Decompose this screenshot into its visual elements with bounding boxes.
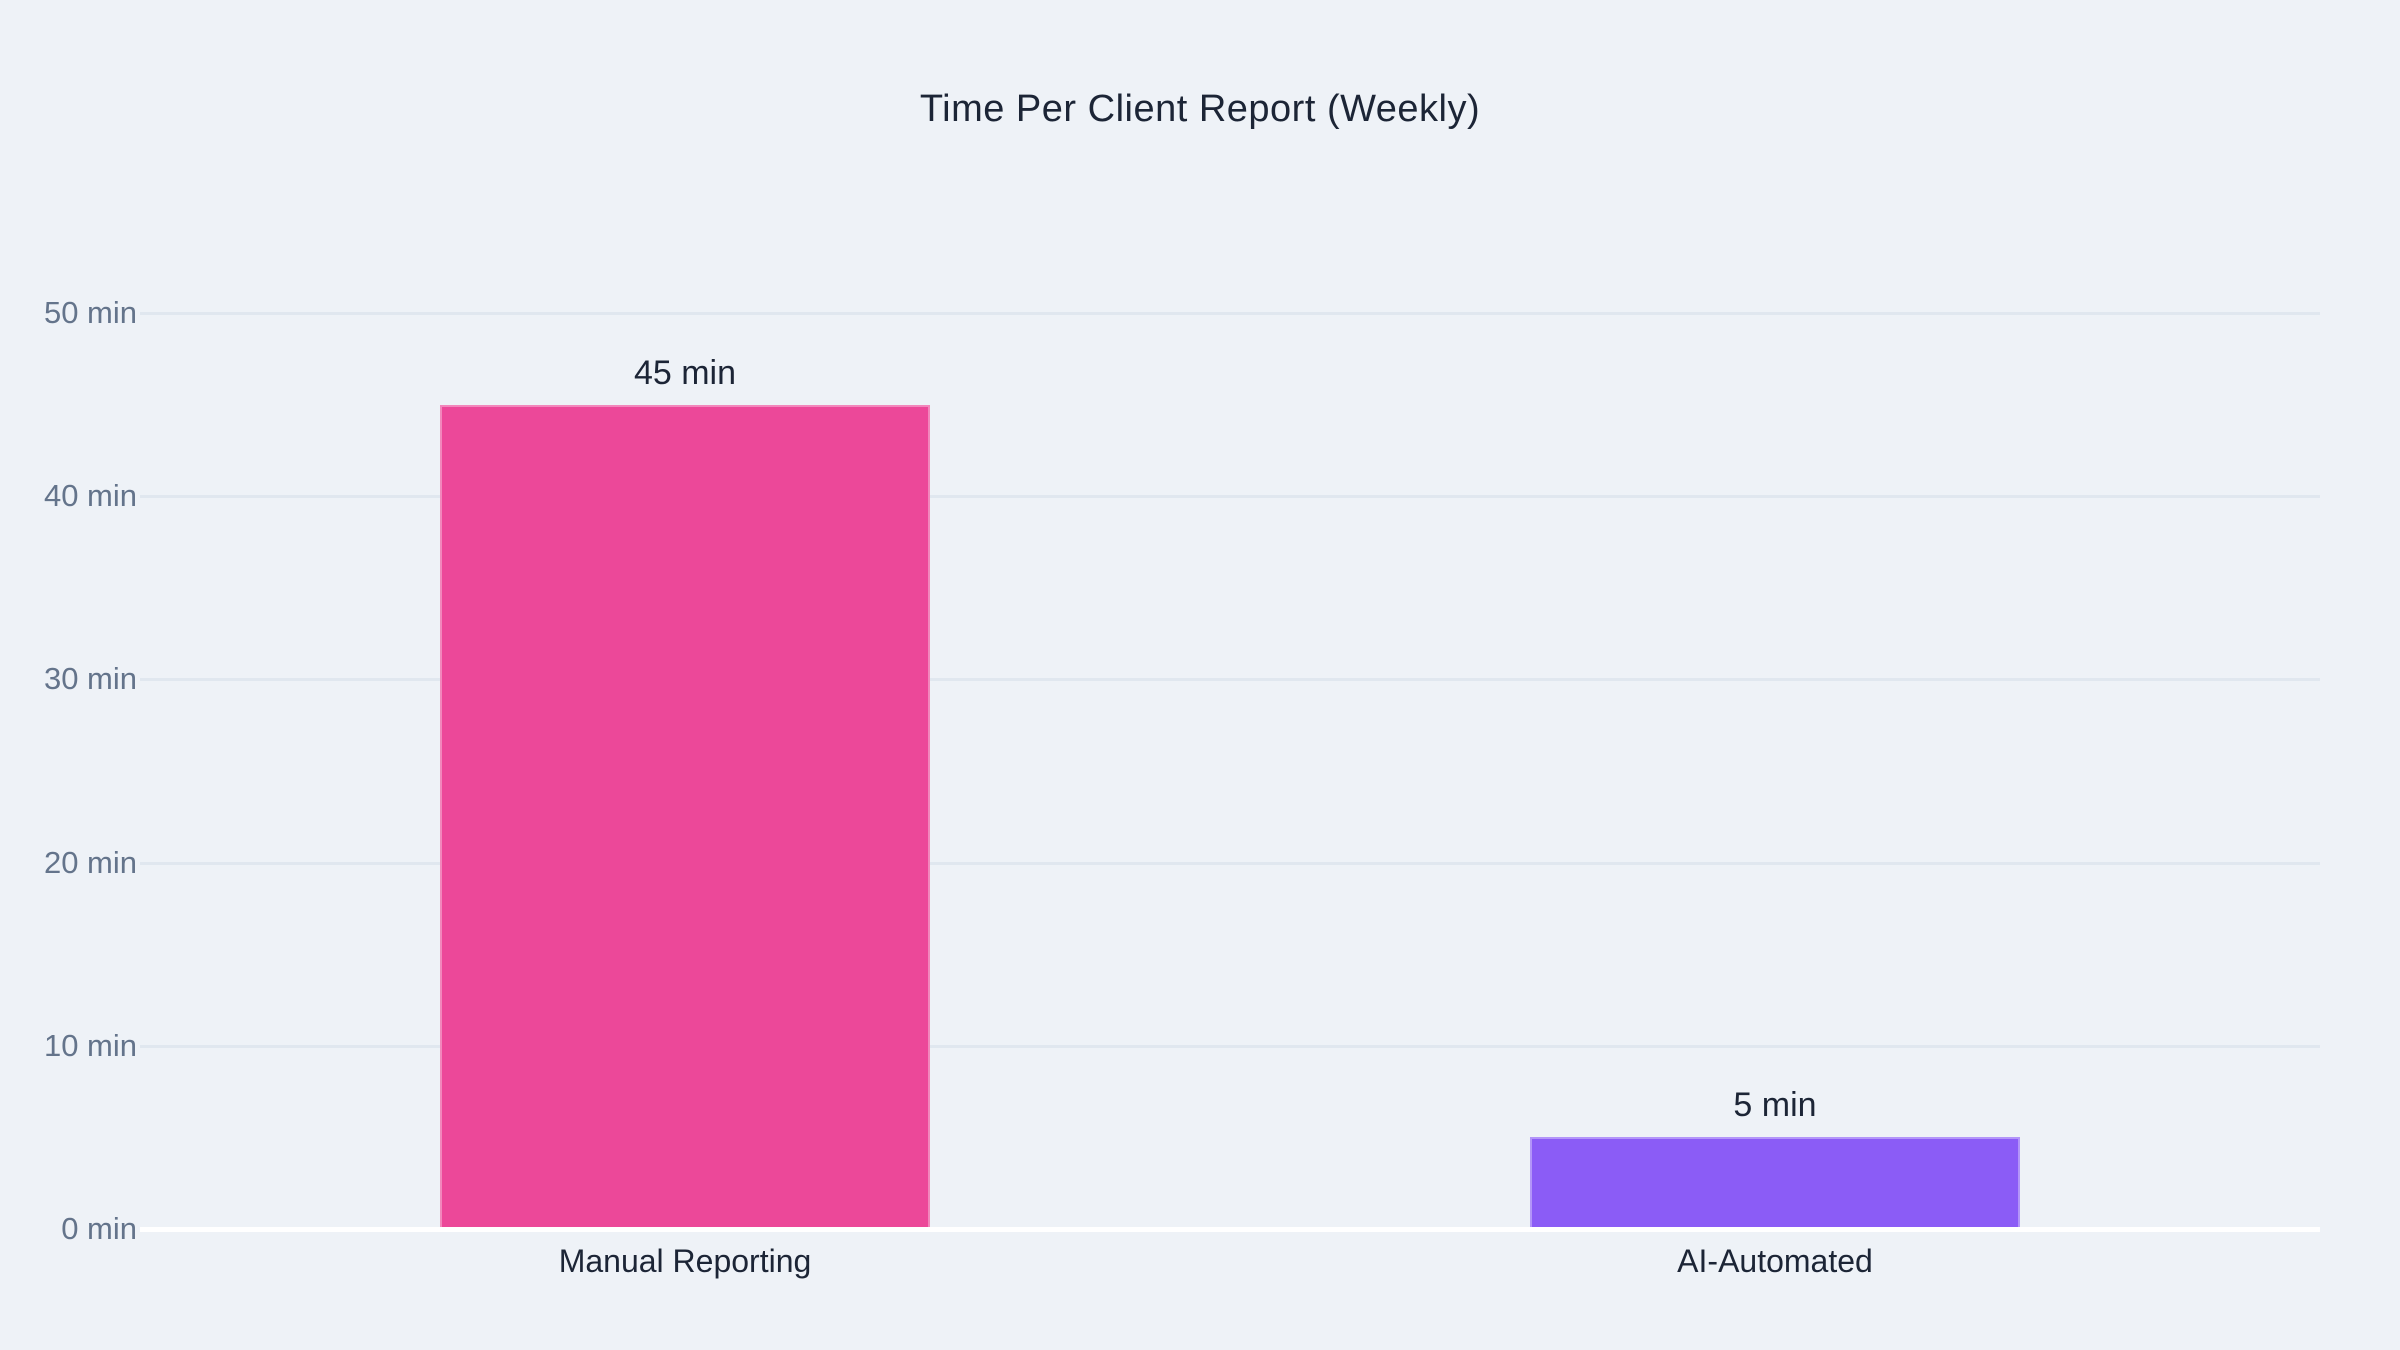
x-axis-line [140,1227,2320,1232]
gridline [140,312,2320,315]
y-tick-label: 20 min [43,844,137,880]
x-category-label: AI-Automated [1677,1243,1873,1279]
chart-title: Time Per Client Report (Weekly) [919,88,1481,130]
y-tick-label: 0 min [61,1211,137,1246]
gridline [140,1044,2320,1048]
x-category-label: Manual Reporting [558,1243,812,1279]
gridline [140,861,2320,865]
gridline [140,495,2320,499]
y-tick-label: 10 min [43,1027,137,1063]
bar-value-label: 5 min [1733,1086,1817,1125]
bar-value-label: 45 min [633,353,737,392]
y-tick-label: 30 min [43,661,137,697]
y-tick-label: 50 min [43,295,137,330]
gridline [140,678,2320,682]
y-tick-label: 40 min [43,478,137,514]
bar-manual-reporting [440,404,930,1229]
bar-ai-automated [1530,1137,2020,1229]
